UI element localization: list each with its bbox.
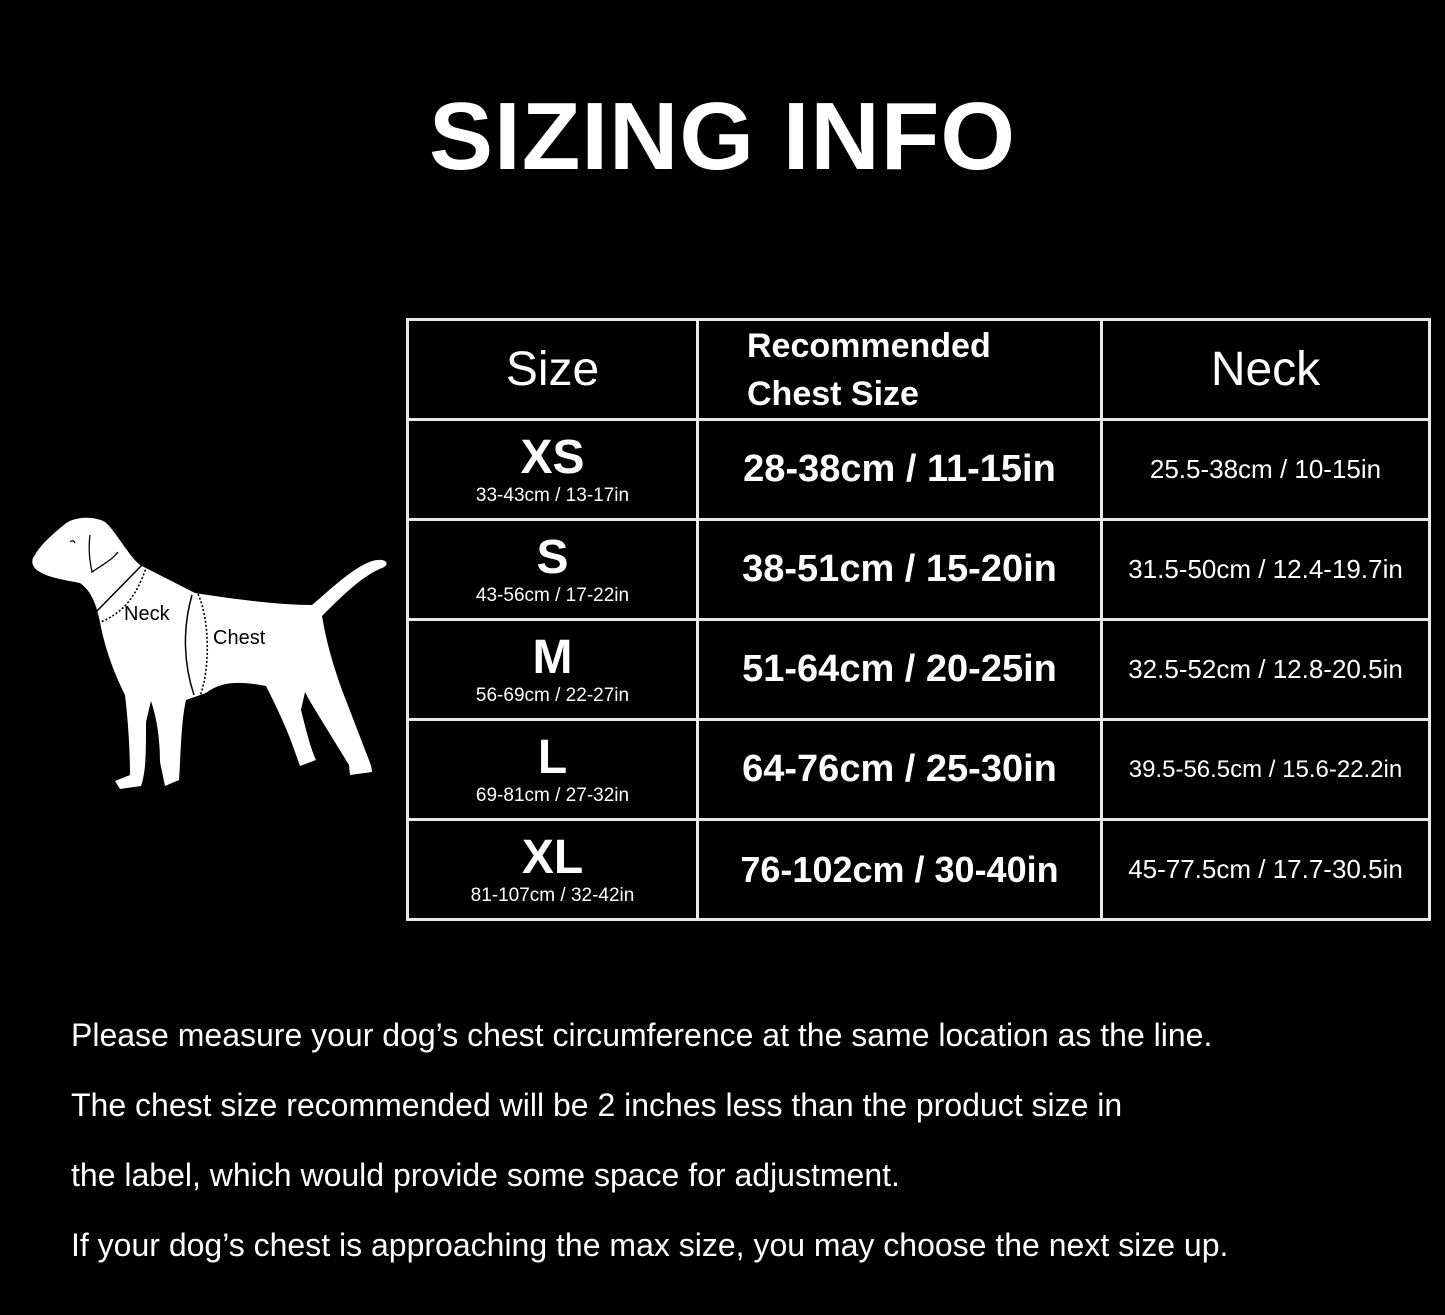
product-size: 69-81cm / 27-32in	[475, 784, 630, 806]
chest-cell: 28-38cm / 11-15in	[696, 418, 1103, 521]
chest-label: Chest	[213, 627, 266, 649]
table-row: S 43-56cm / 17-22in 38-51cm / 15-20in 31.…	[406, 518, 1431, 621]
chest-cell: 38-51cm / 15-20in	[696, 518, 1103, 621]
size-label: M	[532, 630, 573, 684]
measurement-notes: Please measure your dog’s chest circumfe…	[71, 1000, 1228, 1280]
neck-line	[94, 564, 143, 614]
header-chest-line2: Chest Size	[747, 374, 919, 413]
header-chest-line1: Recommended	[747, 326, 991, 365]
size-label: XL	[521, 830, 584, 884]
size-cell: XL 81-107cm / 32-42in	[406, 818, 699, 921]
neck-cell: 31.5-50cm / 12.4-19.7in	[1100, 518, 1431, 621]
ear-outline	[88, 534, 119, 574]
header-size: Size	[406, 318, 699, 421]
size-label: XS	[520, 430, 585, 484]
size-cell: L 69-81cm / 27-32in	[406, 718, 699, 821]
neck-cell: 32.5-52cm / 12.8-20.5in	[1100, 618, 1431, 721]
product-size: 56-69cm / 22-27in	[475, 684, 630, 706]
size-label: L	[537, 730, 568, 784]
product-size: 43-56cm / 17-22in	[475, 584, 630, 606]
neck-cell: 39.5-56.5cm / 15.6-22.2in	[1100, 718, 1431, 821]
eye-icon	[69, 540, 76, 544]
neck-cell: 45-77.5cm / 17.7-30.5in	[1100, 818, 1431, 921]
table-row: XS 33-43cm / 13-17in 28-38cm / 11-15in 25…	[406, 418, 1431, 521]
size-cell: XS 33-43cm / 13-17in	[406, 418, 699, 521]
chest-cell: 64-76cm / 25-30in	[696, 718, 1103, 821]
size-cell: M 56-69cm / 22-27in	[406, 618, 699, 721]
neck-cell: 25.5-38cm / 10-15in	[1100, 418, 1431, 521]
note-line: The chest size recommended will be 2 inc…	[71, 1087, 1123, 1123]
note-line: Please measure your dog’s chest circumfe…	[71, 1017, 1213, 1053]
table-row: XL 81-107cm / 32-42in 76-102cm / 30-40in …	[406, 818, 1431, 921]
header-chest: Recommended Chest Size	[696, 318, 1103, 421]
page-title: SIZING INFO	[429, 83, 1016, 190]
size-label: S	[536, 530, 569, 584]
dog-measurement-diagram: Neck Chest	[32, 517, 387, 789]
product-size: 33-43cm / 13-17in	[475, 484, 630, 506]
table-row: M 56-69cm / 22-27in 51-64cm / 20-25in 32.…	[406, 618, 1431, 721]
neck-label: Neck	[124, 603, 171, 625]
table-row: L 69-81cm / 27-32in 64-76cm / 25-30in 39.…	[406, 718, 1431, 821]
dog-silhouette	[32, 517, 387, 789]
size-cell: S 43-56cm / 17-22in	[406, 518, 699, 621]
chest-cell: 51-64cm / 20-25in	[696, 618, 1103, 721]
note-line: the label, which would provide some spac…	[71, 1157, 900, 1193]
chest-cell: 76-102cm / 30-40in	[696, 818, 1103, 921]
size-table: Size Recommended Chest Size Neck XS 33-43…	[406, 318, 1431, 921]
table-header-row: Size Recommended Chest Size Neck	[406, 318, 1431, 421]
chest-dotted-line	[197, 593, 209, 697]
header-neck: Neck	[1100, 318, 1431, 421]
chest-line	[184, 594, 195, 696]
note-line: If your dog’s chest is approaching the m…	[71, 1227, 1229, 1263]
product-size: 81-107cm / 32-42in	[470, 884, 635, 906]
